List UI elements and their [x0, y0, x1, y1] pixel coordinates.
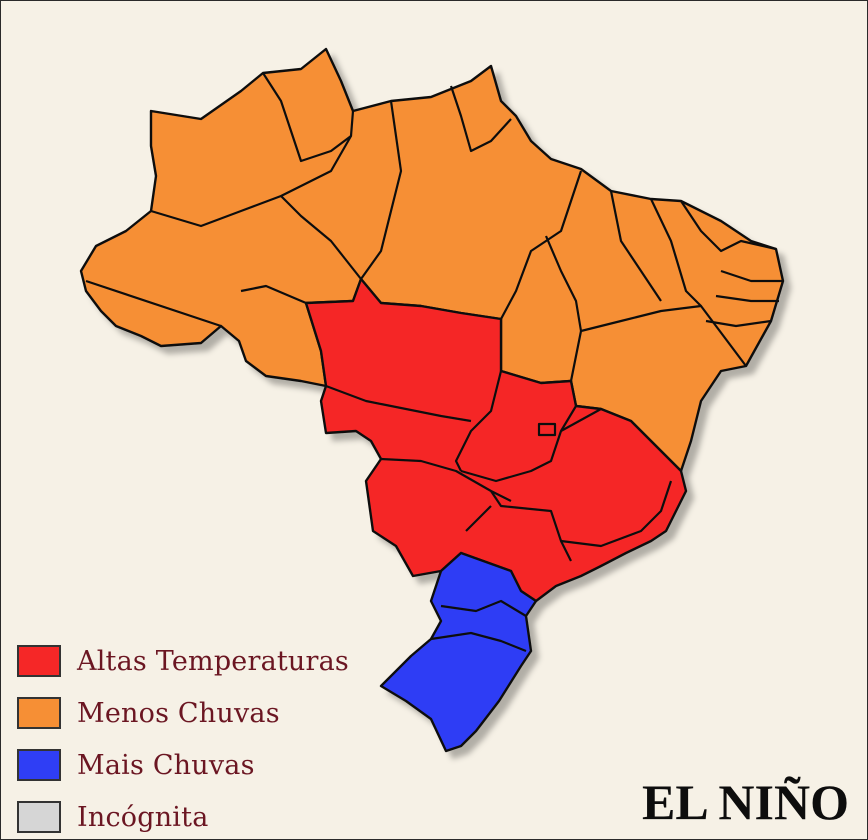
- legend-swatch-orange: [17, 697, 61, 729]
- legend-label: Altas Temperaturas: [77, 645, 349, 677]
- legend-item-incognita: Incógnita: [17, 791, 349, 839]
- legend-item-altas-temperaturas: Altas Temperaturas: [17, 635, 349, 687]
- legend-swatch-blue: [17, 749, 61, 781]
- region-centro-oeste-sudeste: [304, 277, 688, 603]
- state-borders: [85, 72, 783, 653]
- legend-item-menos-chuvas: Menos Chuvas: [17, 687, 349, 739]
- legend-label: Menos Chuvas: [77, 697, 280, 729]
- map-legend: Altas Temperaturas Menos Chuvas Mais Chu…: [17, 635, 349, 839]
- legend-swatch-red: [17, 645, 61, 677]
- legend-item-mais-chuvas: Mais Chuvas: [17, 739, 349, 791]
- legend-swatch-gray: [17, 801, 61, 833]
- map-title: EL NIÑO: [641, 774, 849, 830]
- region-sul: [379, 551, 538, 753]
- legend-label: Incógnita: [77, 801, 209, 833]
- legend-label: Mais Chuvas: [77, 749, 255, 781]
